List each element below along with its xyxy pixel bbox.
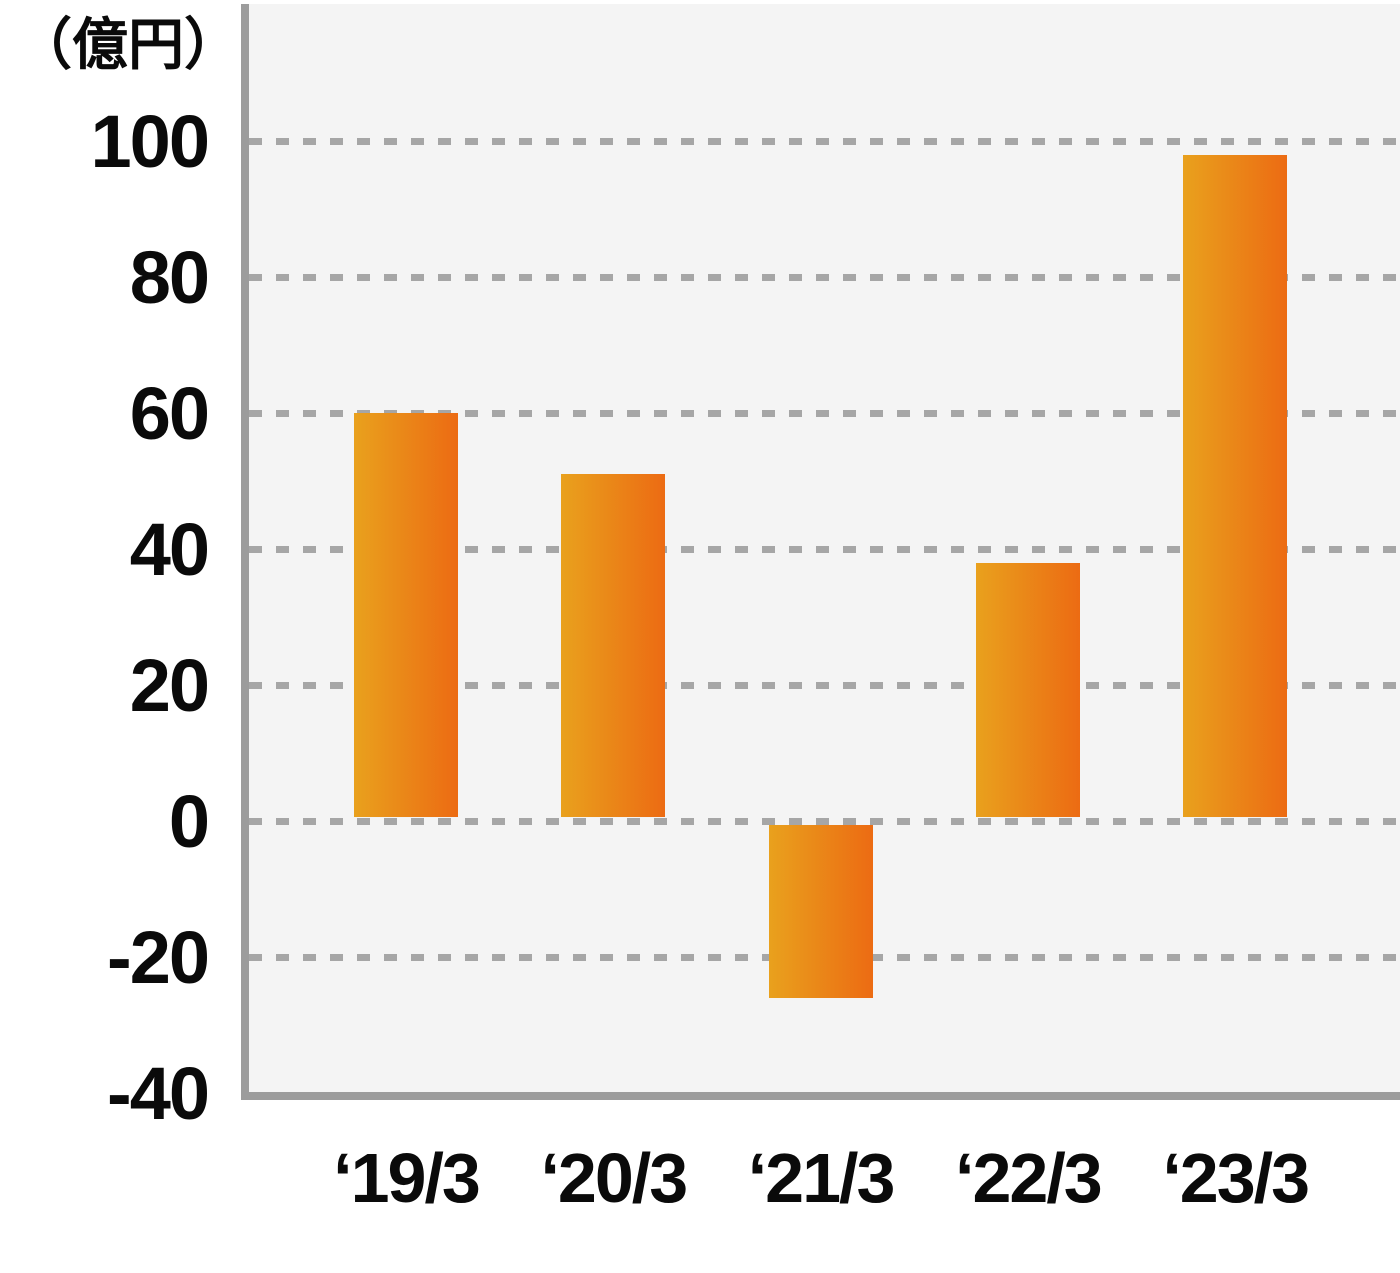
y-tick-label: 60 [129,371,210,455]
gridline-60 [249,409,1400,417]
x-tick-label: ‘21/3 [747,1139,896,1217]
bar-‘23/3 [1183,154,1288,817]
x-tick-label: ‘22/3 [955,1139,1103,1217]
y-tick-label: 80 [129,235,210,319]
y-axis-unit-label: （億円） [16,12,240,76]
gridline-80 [249,273,1400,281]
y-tick-label: 40 [129,507,210,591]
bar-‘21/3 [768,825,873,998]
y-tick-label: 0 [168,779,210,863]
bar-‘20/3 [561,474,666,817]
x-tick-label: ‘23/3 [1162,1139,1310,1217]
y-tick-label: 100 [90,99,210,183]
x-tick-label: ‘19/3 [333,1139,481,1217]
gridline-20 [249,681,1400,689]
y-tick-label: -40 [107,1051,210,1135]
y-tick-label: -20 [107,915,210,999]
bar-‘19/3 [354,413,458,817]
bar-‘22/3 [975,562,1080,817]
y-tick-label: 20 [129,643,210,727]
gridline-40 [249,545,1400,553]
y-axis-line [241,4,249,1100]
gridline-0 [249,817,1400,825]
x-axis-line [241,1092,1400,1100]
x-tick-label: ‘20/3 [540,1139,688,1217]
gridline-100 [249,137,1400,145]
